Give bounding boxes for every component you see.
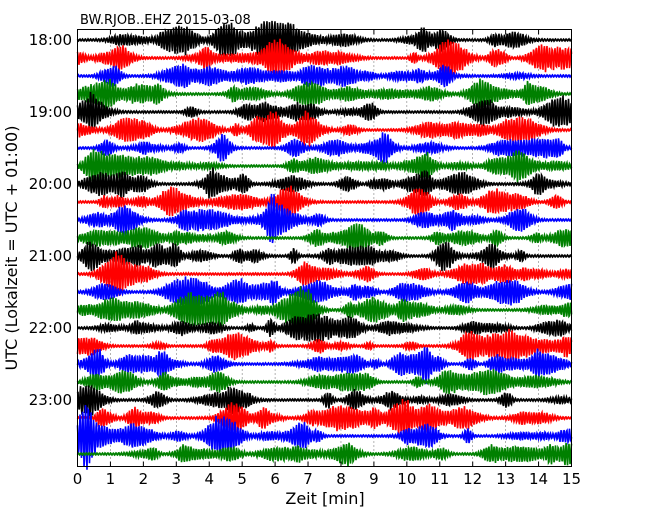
trace-line bbox=[76, 368, 573, 396]
x-axis-label: Zeit [min] bbox=[285, 489, 364, 508]
x-tick-label: 1 bbox=[106, 470, 116, 488]
trace-line bbox=[76, 78, 572, 110]
y-axis-label: UTC (Lokalzeit = UTC + 01:00) bbox=[2, 126, 21, 371]
trace-line bbox=[76, 286, 573, 333]
x-tick-label: 5 bbox=[237, 470, 247, 488]
trace-line bbox=[76, 398, 572, 438]
x-tick-label: 8 bbox=[336, 470, 346, 488]
trace-line bbox=[76, 63, 573, 89]
trace-line bbox=[76, 38, 573, 79]
y-axis: 18:00 19:00 20:00 21:00 22:00 23:00 bbox=[29, 31, 572, 409]
trace-line bbox=[76, 167, 572, 199]
x-tick-label: 14 bbox=[529, 470, 548, 488]
chart-title: BW.RJOB..EHZ 2015-03-08 bbox=[80, 13, 251, 28]
trace-line bbox=[76, 347, 573, 385]
y-tick-label: 20:00 bbox=[29, 175, 72, 193]
trace-line bbox=[76, 241, 573, 272]
trace-line bbox=[76, 276, 573, 309]
trace-line bbox=[76, 185, 572, 219]
x-tick-label: 10 bbox=[397, 470, 416, 488]
trace-line bbox=[76, 251, 573, 296]
trace-line bbox=[76, 148, 573, 183]
x-tick-label: 11 bbox=[430, 470, 449, 488]
x-tick-label: 2 bbox=[139, 470, 149, 488]
trace-line bbox=[76, 20, 573, 60]
y-tick-label: 23:00 bbox=[29, 391, 72, 409]
trace-line bbox=[76, 405, 573, 470]
seismogram-traces bbox=[76, 20, 573, 470]
y-tick-label: 22:00 bbox=[29, 319, 72, 337]
trace-line bbox=[76, 384, 573, 417]
trace-line bbox=[76, 442, 573, 467]
x-tick-label: 15 bbox=[562, 470, 581, 488]
x-tick-label: 3 bbox=[172, 470, 182, 488]
trace-line bbox=[76, 132, 573, 165]
x-axis: 0 1 2 3 4 5 6 7 8 9 10 11 12 13 14 15 bbox=[73, 29, 581, 488]
trace-line bbox=[76, 223, 573, 253]
trace-line bbox=[77, 313, 573, 343]
x-tick-label: 12 bbox=[463, 470, 482, 488]
trace-line bbox=[77, 193, 572, 244]
trace-line bbox=[76, 91, 573, 130]
x-tick-label: 9 bbox=[369, 470, 379, 488]
y-tick-label: 21:00 bbox=[29, 247, 72, 265]
trace-line bbox=[76, 328, 573, 362]
plot-frame bbox=[77, 29, 572, 467]
x-tick-label: 4 bbox=[204, 470, 214, 488]
x-tick-label: 7 bbox=[303, 470, 313, 488]
trace-line bbox=[76, 110, 573, 150]
y-tick-label: 19:00 bbox=[29, 103, 72, 121]
x-tick-label: 0 bbox=[73, 470, 83, 488]
x-tick-label: 13 bbox=[496, 470, 515, 488]
x-tick-label: 6 bbox=[270, 470, 280, 488]
y-tick-label: 18:00 bbox=[29, 31, 72, 49]
